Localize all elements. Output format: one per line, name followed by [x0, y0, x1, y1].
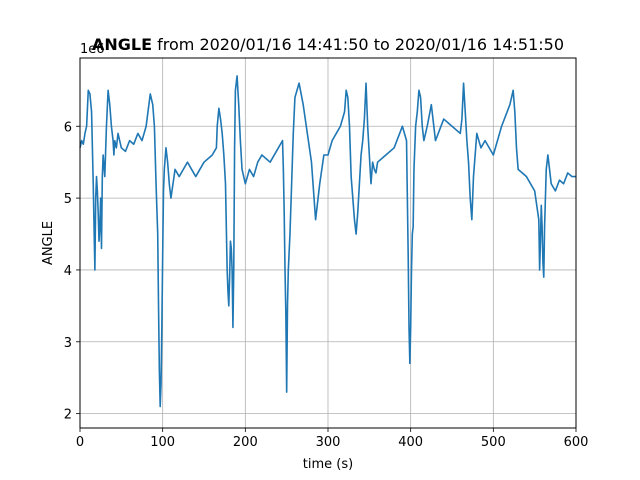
x-axis-ticks: 0 100 200 300 400 500 600 [76, 428, 589, 450]
y-tick-label: 4 [64, 264, 72, 279]
chart-title: ANGLE from 2020/01/16 14:41:50 to 2020/0… [92, 35, 564, 54]
y-offset-text: 1e6 [80, 42, 105, 57]
chart-title-bold: ANGLE [92, 35, 152, 54]
y-tick-label: 6 [64, 120, 72, 135]
x-tick-label: 400 [398, 435, 423, 450]
y-tick-label: 5 [64, 192, 72, 207]
x-tick-label: 100 [150, 435, 175, 450]
y-axis-ticks: 2 3 4 5 6 [64, 120, 80, 423]
y-tick-label: 3 [64, 336, 72, 351]
series-line-angle [79, 75, 576, 408]
x-tick-label: 600 [564, 435, 589, 450]
x-tick-label: 0 [76, 435, 84, 450]
x-tick-label: 300 [316, 435, 341, 450]
x-tick-label: 500 [481, 435, 506, 450]
chart-title-rest: from 2020/01/16 14:41:50 to 2020/01/16 1… [152, 35, 564, 54]
x-axis-label: time (s) [303, 457, 353, 472]
y-tick-label: 2 [64, 408, 72, 423]
x-tick-label: 200 [233, 435, 258, 450]
y-axis-label: ANGLE [41, 221, 56, 265]
